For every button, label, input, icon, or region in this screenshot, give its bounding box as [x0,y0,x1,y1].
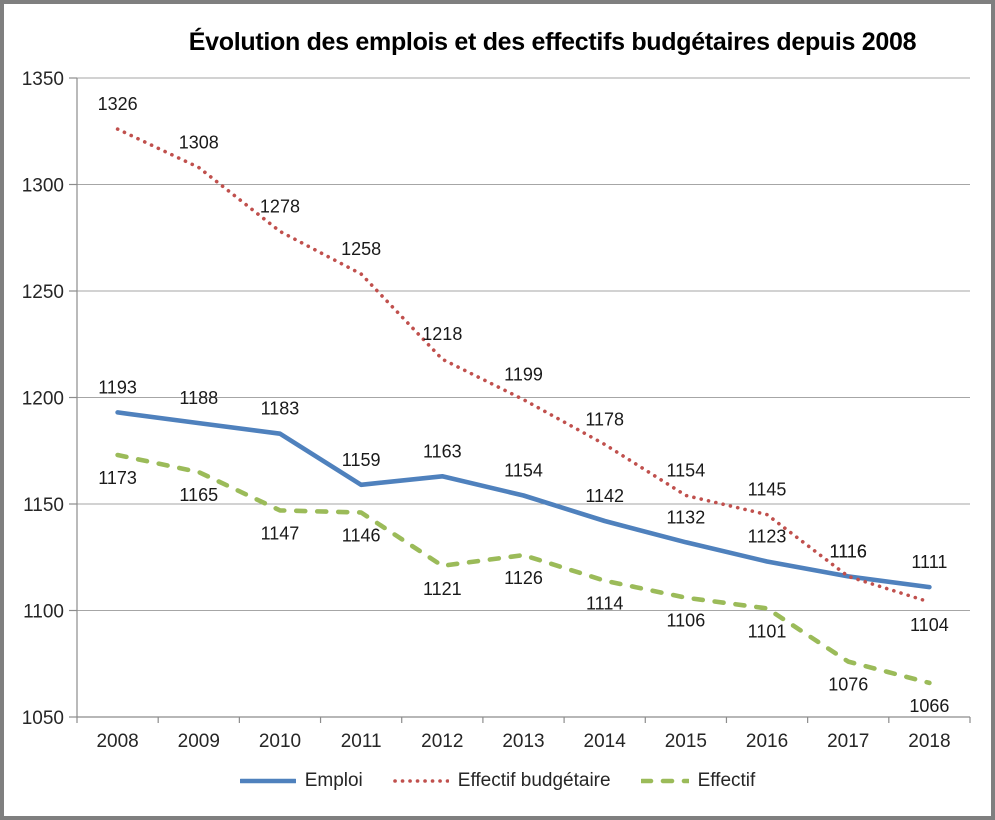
x-axis-tick-label: 2017 [827,731,869,752]
data-label: 1076 [828,675,868,695]
x-axis-tick-label: 2011 [341,731,382,752]
chart-legend: Emploi Effectif budgétaire Effectif [0,770,995,792]
x-axis-tick-label: 2010 [259,731,301,752]
legend-item-effectif-budgetaire: Effectif budgétaire [392,770,611,792]
y-axis-tick-label: 1100 [23,602,64,623]
data-label: 1111 [911,552,947,572]
data-label: 1159 [342,450,381,470]
legend-line-sample-dotted [392,779,449,783]
data-label: 1193 [98,377,137,397]
data-label: 1188 [179,388,218,408]
legend-label: Emploi [304,770,363,791]
data-label: 1142 [585,486,624,506]
data-label: 1101 [748,621,787,641]
data-label: 1132 [667,507,706,527]
data-label: 1308 [179,132,219,152]
chart-title: Évolution des emplois et des effectifs b… [188,28,917,56]
data-label: 1104 [910,615,949,635]
x-axis-tick-label: 2016 [746,731,788,752]
legend-label: Effectif [697,770,756,791]
data-label: 1116 [830,541,867,561]
data-label: 1145 [748,480,787,500]
legend-line-sample-dashed [640,778,689,784]
y-axis-tick-label: 1050 [22,708,64,729]
y-axis-tick-label: 1150 [23,495,64,516]
x-axis-tick-label: 2012 [421,731,463,752]
data-label: 1106 [667,611,706,631]
data-label: 1199 [504,365,543,385]
series-line-effectif [115,452,932,686]
x-axis-tick-label: 2009 [178,731,220,752]
data-label: 1165 [179,485,218,505]
x-axis-tick-label: 2013 [502,731,544,752]
x-axis-tick-label: 2015 [665,731,707,752]
series-line-emploi [115,410,932,590]
data-label: 1116 [830,541,867,561]
y-axis-tick-label: 1350 [22,69,64,90]
legend-item-emploi: Emploi [239,770,363,792]
data-label: 1173 [98,468,137,488]
data-label: 1218 [422,324,462,344]
data-label: 1326 [98,94,138,114]
data-label: 1114 [586,594,623,614]
data-label: 1126 [504,568,543,588]
data-label: 1123 [748,527,787,547]
data-label: 1147 [261,523,300,543]
data-label: 1178 [585,409,624,429]
data-label: 1154 [504,460,543,480]
legend-line-sample-solid [239,778,296,784]
x-axis-tick-label: 2014 [584,731,627,752]
y-axis-tick-label: 1300 [22,176,64,197]
data-label: 1278 [260,196,300,216]
data-label: 1066 [909,696,949,716]
y-axis-tick-label: 1250 [22,282,64,303]
legend-item-effectif: Effectif [640,770,756,792]
data-label: 1154 [667,460,706,480]
y-axis-tick-label: 1200 [22,389,64,410]
series-line-effectif-budgetaire [115,127,932,604]
data-label: 1258 [341,239,381,259]
data-label: 1121 [423,579,462,599]
data-label: 1163 [423,441,462,461]
legend-label: Effectif budgétaire [457,770,611,791]
data-label: 1146 [342,526,381,546]
data-label: 1183 [261,399,300,419]
x-axis-tick-label: 2018 [908,731,950,752]
x-axis-tick-label: 2008 [96,731,138,752]
